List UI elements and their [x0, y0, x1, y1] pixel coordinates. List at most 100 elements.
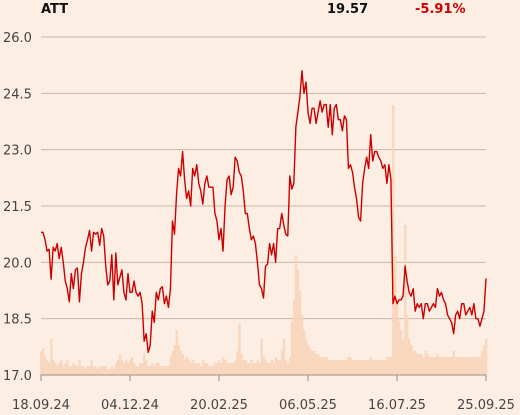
x-tick-label: 04.12.24	[101, 398, 159, 413]
volume-bar	[379, 360, 383, 375]
volume-bar	[179, 351, 182, 375]
volume-bar	[68, 366, 71, 375]
volume-bar	[207, 366, 211, 375]
volume-bar	[131, 357, 134, 375]
volume-bar	[377, 360, 381, 375]
volume-bar	[228, 363, 231, 375]
volume-bar	[238, 324, 241, 375]
volume-bar	[462, 357, 466, 375]
volume-bar	[341, 360, 344, 375]
volume-bar	[42, 348, 45, 375]
volume-bar	[167, 366, 170, 375]
volume-bar	[434, 357, 437, 375]
volume-bar	[264, 360, 267, 375]
volume-bar	[147, 366, 150, 375]
volume-bar	[201, 360, 205, 375]
volume-bar	[276, 360, 280, 375]
volume-bar	[224, 360, 227, 375]
volume-bar	[242, 360, 245, 375]
volume-bar	[193, 363, 197, 375]
volume-bar	[311, 351, 314, 375]
volume-bar	[163, 366, 166, 375]
volume-bar	[72, 363, 75, 375]
y-tick-label: 24.5	[3, 87, 32, 102]
volume-bar	[317, 354, 320, 375]
volume-bar	[106, 369, 110, 375]
volume-bar	[288, 357, 292, 375]
volume-bar	[464, 357, 468, 375]
volume-bar	[383, 360, 387, 375]
volume-bar	[395, 300, 399, 375]
volume-bar	[339, 360, 342, 375]
volume-bar	[323, 357, 326, 375]
price-change-percent: -5.91%	[415, 2, 466, 17]
volume-bar	[128, 360, 132, 375]
x-tick-label: 25.09.25	[457, 398, 515, 413]
volume-bar	[266, 363, 269, 375]
volume-bar	[460, 357, 464, 375]
volume-bar	[64, 363, 67, 375]
volume-bar	[331, 360, 334, 375]
volume-bar	[357, 360, 360, 375]
volume-bar	[337, 360, 340, 375]
y-tick-label: 26.0	[3, 31, 32, 46]
volume-bar	[191, 360, 195, 375]
quote-header: ATT 19.57 -5.91%	[0, 0, 520, 26]
x-tick-label: 06.05.25	[279, 398, 337, 413]
volume-bar	[296, 270, 300, 375]
volume-bar	[126, 363, 130, 375]
volume-bar	[416, 354, 419, 375]
volume-bar	[120, 360, 124, 375]
volume-bar	[185, 357, 189, 375]
volume-bar	[48, 363, 51, 375]
volume-bar	[446, 357, 449, 375]
volume-bar	[418, 354, 421, 375]
volume-bar	[343, 360, 346, 375]
volume-bar	[94, 366, 98, 375]
volume-bar	[254, 363, 257, 375]
volume-bar	[268, 363, 271, 375]
volume-bar	[371, 360, 375, 375]
volume-bar	[284, 360, 288, 375]
volume-bar	[46, 360, 49, 375]
volume-bar	[349, 357, 352, 375]
volume-bar	[452, 351, 456, 375]
y-tick-label: 17.0	[3, 369, 32, 384]
volume-bar	[290, 321, 294, 375]
volume-bar	[122, 363, 126, 375]
volume-bar	[88, 366, 91, 375]
volume-bar	[220, 363, 223, 375]
volume-bar	[410, 345, 413, 375]
last-price: 19.57	[327, 2, 369, 17]
volume-bar	[302, 330, 306, 375]
price-line	[41, 70, 487, 354]
volume-bar	[236, 351, 239, 375]
volume-bar	[404, 225, 407, 375]
volume-bar	[389, 357, 393, 375]
volume-bar	[363, 360, 367, 375]
volume-bar	[438, 357, 441, 375]
volume-bar	[428, 357, 431, 375]
volume-bar	[250, 360, 253, 375]
volume-bar	[436, 354, 439, 375]
volume-bar	[159, 366, 162, 375]
volume-bar	[450, 357, 454, 375]
volume-bar	[466, 357, 470, 375]
volume-bar	[161, 366, 164, 375]
volume-bar	[424, 351, 427, 375]
volume-bar	[74, 366, 77, 375]
volume-bar	[98, 366, 102, 375]
volume-bar	[165, 366, 168, 375]
volume-bar	[381, 360, 385, 375]
volume-bar	[104, 366, 108, 375]
volume-bar	[203, 363, 207, 375]
volume-bar	[90, 360, 93, 375]
volume-bar	[171, 351, 174, 375]
volume-bar	[141, 363, 144, 375]
volume-bar	[300, 315, 304, 375]
volume-bar	[355, 360, 358, 375]
volume-bar	[145, 360, 148, 375]
volume-bar	[110, 366, 114, 375]
volume-bar	[222, 357, 225, 375]
volume-bar	[256, 360, 259, 375]
